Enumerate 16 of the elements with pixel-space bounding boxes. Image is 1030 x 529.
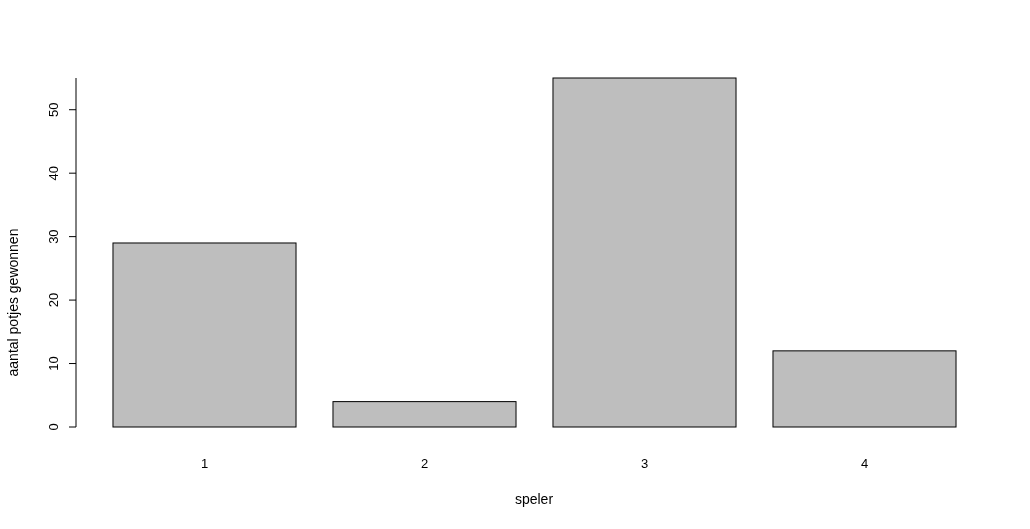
- y-tick-label: 50: [46, 102, 61, 117]
- x-tick-label: 2: [420, 456, 429, 471]
- y-tick-label: 10: [46, 356, 61, 371]
- bar: [112, 242, 297, 428]
- y-tick-label: 0: [46, 423, 61, 431]
- bar: [772, 350, 957, 428]
- y-tick-label: 20: [46, 292, 61, 308]
- y-axis-title: aantal potjes gewonnen: [5, 228, 21, 377]
- x-tick-label: 4: [860, 456, 869, 471]
- y-tick-label: 40: [46, 165, 61, 181]
- bar: [552, 77, 737, 428]
- x-tick-label: 1: [200, 456, 209, 471]
- bar: [332, 401, 517, 428]
- x-axis-title: speler: [514, 491, 554, 507]
- x-tick-label: 3: [640, 456, 649, 471]
- y-tick-label: 30: [46, 229, 61, 244]
